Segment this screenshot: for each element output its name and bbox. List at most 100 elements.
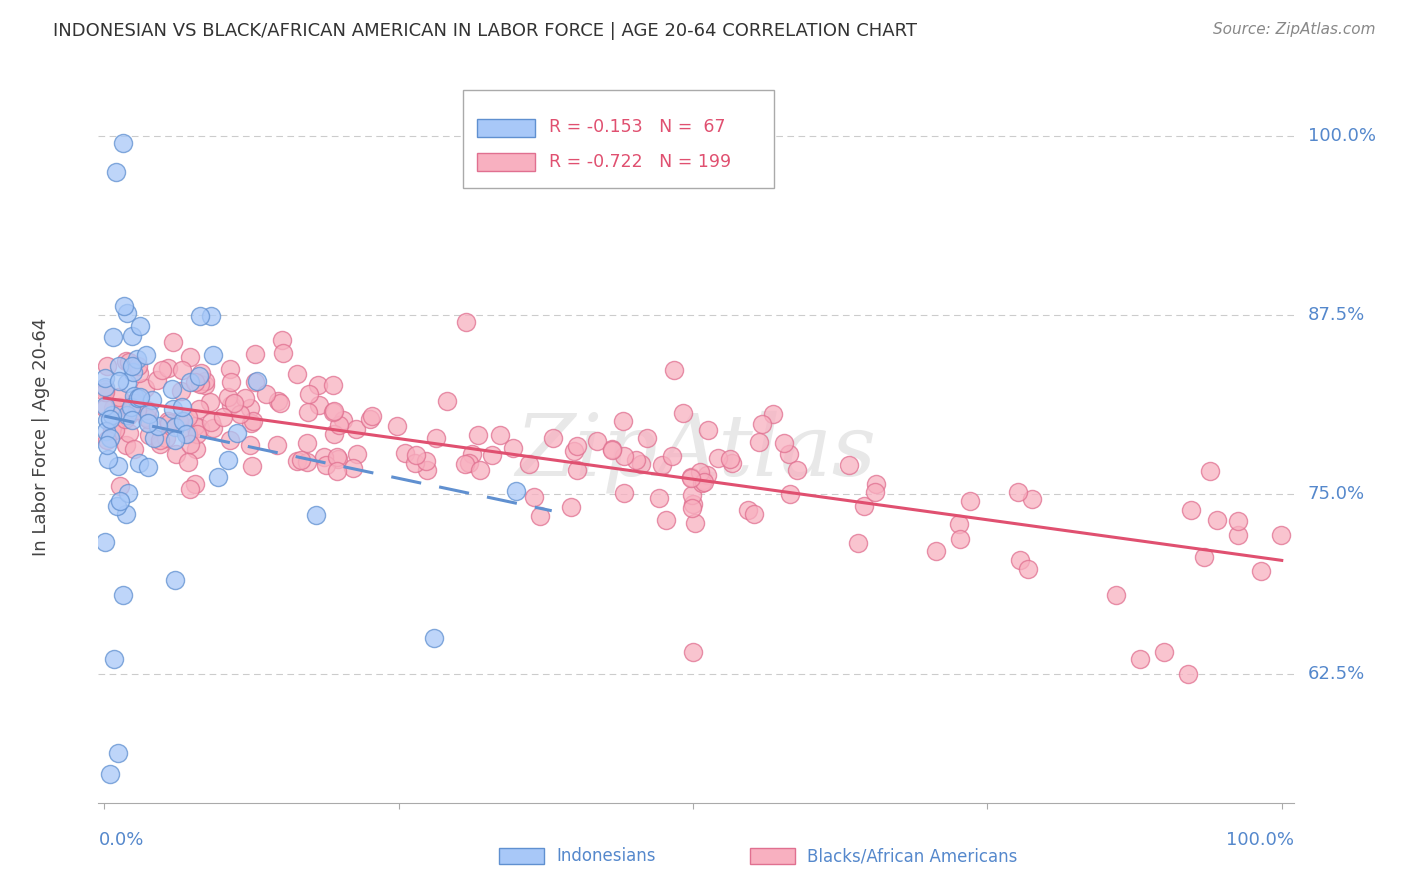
Point bbox=[295, 436, 318, 450]
Point bbox=[696, 467, 718, 482]
Point bbox=[96, 434, 118, 448]
Point bbox=[1226, 515, 1249, 529]
Point bbox=[1180, 502, 1202, 516]
Point bbox=[104, 423, 127, 437]
Point bbox=[239, 437, 262, 451]
Point bbox=[121, 328, 143, 343]
Point bbox=[169, 384, 191, 398]
Point bbox=[1192, 549, 1215, 564]
Point bbox=[94, 385, 117, 400]
Point bbox=[415, 454, 437, 468]
Point bbox=[127, 391, 149, 405]
Point bbox=[737, 503, 759, 517]
Point bbox=[157, 360, 180, 375]
Point bbox=[1250, 564, 1272, 578]
Point bbox=[1206, 512, 1229, 526]
Point bbox=[322, 404, 344, 418]
Point bbox=[624, 453, 647, 467]
Point bbox=[718, 452, 741, 467]
Point bbox=[162, 402, 184, 417]
Point bbox=[1017, 562, 1039, 576]
Point bbox=[467, 428, 489, 442]
Point bbox=[681, 500, 703, 515]
Point bbox=[560, 500, 582, 514]
Point bbox=[613, 486, 636, 500]
Point bbox=[98, 412, 121, 426]
Point bbox=[138, 428, 160, 442]
Point bbox=[127, 352, 149, 367]
Point bbox=[172, 362, 194, 376]
Point bbox=[285, 453, 308, 467]
Point bbox=[179, 376, 201, 390]
Point bbox=[179, 350, 201, 364]
Point bbox=[211, 409, 233, 424]
Point bbox=[96, 359, 118, 373]
Point bbox=[136, 416, 159, 430]
Point bbox=[101, 329, 124, 343]
Point bbox=[177, 455, 200, 469]
Point bbox=[266, 438, 288, 452]
Point bbox=[648, 491, 671, 505]
Point bbox=[152, 362, 174, 376]
Point bbox=[239, 401, 262, 415]
Point bbox=[630, 458, 652, 472]
Point bbox=[107, 390, 129, 404]
Point bbox=[108, 494, 131, 508]
Point bbox=[925, 544, 948, 558]
Point bbox=[323, 426, 346, 441]
Point bbox=[425, 431, 447, 445]
FancyBboxPatch shape bbox=[463, 90, 773, 188]
Point bbox=[142, 431, 165, 445]
Point bbox=[273, 346, 295, 360]
Point bbox=[404, 457, 426, 471]
Point bbox=[186, 427, 208, 442]
Point bbox=[94, 371, 117, 385]
Point bbox=[135, 402, 157, 417]
Point bbox=[664, 363, 686, 377]
Point bbox=[240, 416, 263, 430]
Point bbox=[707, 451, 730, 466]
Point bbox=[114, 412, 136, 426]
Point bbox=[315, 458, 337, 472]
Point bbox=[115, 408, 138, 422]
Point bbox=[322, 405, 344, 419]
Point bbox=[786, 463, 808, 477]
Point bbox=[1007, 484, 1029, 499]
FancyBboxPatch shape bbox=[477, 153, 534, 171]
Point bbox=[242, 414, 264, 428]
Point bbox=[188, 309, 211, 323]
Point bbox=[165, 574, 187, 588]
Point bbox=[146, 373, 169, 387]
Point bbox=[103, 401, 125, 416]
Point bbox=[748, 435, 770, 450]
Point bbox=[155, 431, 177, 445]
Point bbox=[200, 310, 222, 324]
Point bbox=[690, 475, 713, 490]
Point bbox=[165, 420, 187, 434]
Point bbox=[194, 374, 217, 388]
Point bbox=[461, 447, 484, 461]
Point bbox=[269, 395, 291, 409]
Point bbox=[94, 401, 117, 416]
Point bbox=[228, 407, 250, 421]
Point bbox=[846, 536, 869, 550]
Point bbox=[115, 507, 138, 521]
Point bbox=[183, 476, 205, 491]
Point bbox=[454, 315, 477, 329]
Point bbox=[863, 485, 886, 500]
Point bbox=[405, 449, 427, 463]
Point bbox=[600, 442, 623, 457]
Point bbox=[108, 374, 131, 388]
Point bbox=[1226, 528, 1249, 542]
Point bbox=[149, 437, 172, 451]
Point bbox=[651, 458, 673, 472]
Point bbox=[198, 395, 221, 409]
Point bbox=[122, 365, 145, 379]
Point bbox=[1177, 666, 1199, 681]
Point bbox=[174, 427, 197, 442]
Point bbox=[219, 362, 242, 376]
Point bbox=[128, 366, 150, 380]
Point bbox=[697, 423, 720, 437]
Point bbox=[194, 378, 217, 392]
Point bbox=[270, 334, 292, 348]
